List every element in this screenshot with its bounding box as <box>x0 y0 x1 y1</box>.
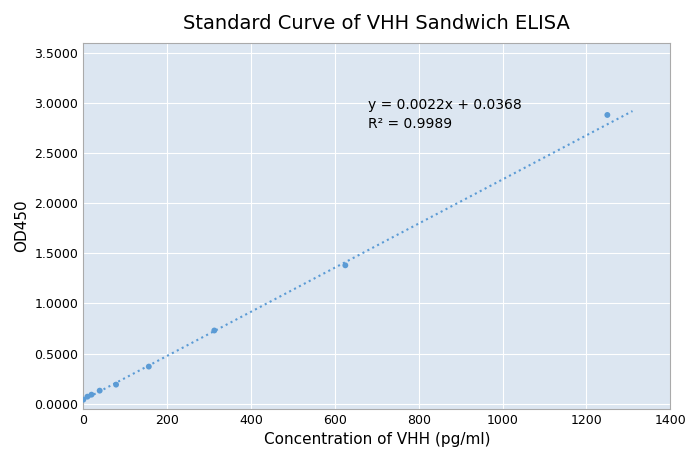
Point <box>86 391 97 398</box>
Y-axis label: OD450: OD450 <box>14 200 29 252</box>
Point <box>209 327 220 334</box>
Text: y = 0.0022x + 0.0368
R² = 0.9989: y = 0.0022x + 0.0368 R² = 0.9989 <box>368 98 522 131</box>
Point <box>94 387 105 394</box>
Title: Standard Curve of VHH Sandwich ELISA: Standard Curve of VHH Sandwich ELISA <box>183 14 570 33</box>
Point <box>602 111 613 118</box>
Point <box>78 396 89 403</box>
Point <box>340 262 351 269</box>
X-axis label: Concentration of VHH (pg/ml): Concentration of VHH (pg/ml) <box>263 432 490 447</box>
Point <box>111 381 122 388</box>
Point <box>144 363 155 370</box>
Point <box>82 393 93 400</box>
